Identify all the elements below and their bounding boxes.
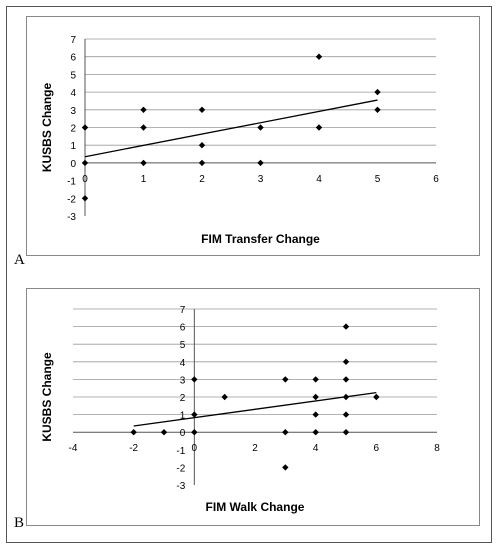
chart-b-y-tick-label-1: -2 bbox=[176, 463, 185, 474]
chart-a-point-0 bbox=[81, 124, 89, 131]
chart-b-y-tick-label-9: 6 bbox=[180, 323, 186, 334]
chart-a-y-tick-label-8: 5 bbox=[70, 70, 76, 81]
chart-a-point-13 bbox=[374, 88, 381, 96]
chart-a-point-8 bbox=[198, 159, 206, 167]
chart-b-point-8 bbox=[282, 464, 289, 471]
chart-b-x-tick-label-5: 6 bbox=[374, 443, 380, 454]
scatter-chart-b: -3 -2 -1 0 1 2 3 4 5 6 7 -4 -2 0 2 4 6 8 FIM Walk Change KU… bbox=[40, 305, 440, 514]
chart-a-y-tick-label-2: -1 bbox=[67, 177, 76, 188]
chart-a-point-9 bbox=[257, 124, 264, 131]
chart-b-x-tick-label-4: 4 bbox=[313, 443, 319, 454]
chart-a-x-tick-label-2: 2 bbox=[199, 174, 205, 185]
chart-a-point-1 bbox=[81, 159, 89, 167]
chart-b-point-10 bbox=[312, 393, 319, 401]
chart-b-x-tick-label-3: 2 bbox=[252, 443, 258, 454]
chart-b-y-tick-label-6: 3 bbox=[180, 375, 186, 386]
chart-b-y-tick-label-5: 2 bbox=[180, 393, 186, 404]
chart-b-point-18 bbox=[342, 429, 350, 436]
chart-b-point-3 bbox=[191, 411, 198, 418]
chart-a-y-tick-label-9: 6 bbox=[70, 53, 76, 64]
chart-a-x-tick-label-4: 4 bbox=[316, 174, 322, 185]
chart-b-point-13 bbox=[342, 323, 350, 330]
chart-b-x-axis-label: FIM Walk Change bbox=[206, 500, 305, 514]
chart-panel-a: -3 -2 -1 0 1 2 3 4 5 6 7 0 1 2 3 4 5 6 FIM Transfer Change… bbox=[26, 16, 480, 256]
chart-b-point-12 bbox=[312, 429, 319, 436]
chart-b-point-4 bbox=[191, 429, 198, 436]
chart-b-point-5 bbox=[221, 393, 228, 401]
scatter-chart-a: -3 -2 -1 0 1 2 3 4 5 6 7 0 1 2 3 4 5 6 FIM Transfer Change… bbox=[40, 35, 439, 246]
chart-a-point-11 bbox=[315, 53, 323, 60]
chart-a-point-2 bbox=[81, 195, 89, 202]
chart-b-point-0 bbox=[130, 429, 137, 436]
chart-b-y-tick-label-0: -3 bbox=[176, 481, 185, 492]
chart-a-x-tick-label-1: 1 bbox=[141, 174, 147, 185]
chart-b-y-tick-label-8: 5 bbox=[180, 340, 186, 351]
panel-label-b: B bbox=[14, 515, 25, 531]
chart-b-point-14 bbox=[342, 358, 350, 365]
chart-panel-b: -3 -2 -1 0 1 2 3 4 5 6 7 -4 -2 0 2 4 6 8 FIM Walk Change KU… bbox=[26, 288, 480, 526]
chart-a-x-tick-label-5: 5 bbox=[375, 174, 381, 185]
chart-a-y-tick-label-10: 7 bbox=[70, 35, 76, 46]
chart-a-point-3 bbox=[140, 106, 147, 113]
chart-b-x-tick-label-6: 8 bbox=[434, 443, 440, 454]
chart-b-point-16 bbox=[342, 393, 350, 401]
chart-a-y-tick-label-3: 0 bbox=[70, 159, 76, 170]
chart-b-y-tick-label-4: 1 bbox=[180, 411, 186, 422]
chart-b-y-tick-label-7: 4 bbox=[180, 358, 186, 369]
chart-b-point-1 bbox=[160, 429, 168, 436]
chart-b-point-15 bbox=[342, 376, 350, 383]
chart-a-point-14 bbox=[374, 106, 381, 113]
chart-a-y-tick-label-1: -2 bbox=[67, 194, 76, 205]
chart-b-point-19 bbox=[373, 393, 380, 401]
chart-a-trendline bbox=[84, 99, 378, 158]
chart-a-point-7 bbox=[198, 142, 206, 149]
chart-a-y-tick-label-5: 2 bbox=[70, 124, 76, 135]
chart-b-x-tick-label-0: -4 bbox=[69, 443, 78, 454]
chart-a-y-tick-label-6: 3 bbox=[70, 106, 76, 117]
chart-b-y-tick-label-10: 7 bbox=[180, 305, 186, 316]
chart-b-point-9 bbox=[312, 376, 319, 383]
chart-a-point-10 bbox=[257, 159, 264, 167]
chart-b-y-tick-label-3: 0 bbox=[180, 428, 186, 439]
chart-a-point-12 bbox=[315, 124, 323, 131]
chart-b-point-6 bbox=[282, 376, 289, 383]
chart-a-point-5 bbox=[140, 159, 147, 167]
chart-a-y-tick-label-4: 1 bbox=[70, 141, 76, 152]
chart-b-y-axis-label: KUSBS Change bbox=[40, 352, 54, 442]
chart-b-point-11 bbox=[312, 411, 319, 418]
chart-a-y-axis-label: KUSBS Change bbox=[40, 83, 54, 173]
chart-b-x-tick-label-2: 0 bbox=[192, 443, 198, 454]
chart-b-point-7 bbox=[282, 429, 289, 436]
chart-a-x-tick-label-0: 0 bbox=[82, 174, 88, 185]
chart-b-y-tick-label-2: -1 bbox=[176, 446, 185, 457]
chart-a-point-4 bbox=[140, 124, 147, 131]
chart-a-x-tick-label-6: 6 bbox=[433, 174, 439, 185]
chart-a-y-tick-label-0: -3 bbox=[67, 212, 76, 223]
chart-b-x-tick-label-1: -2 bbox=[129, 443, 138, 454]
panel-label-a: A bbox=[14, 252, 25, 268]
chart-a-point-6 bbox=[198, 106, 206, 113]
chart-a-y-tick-label-7: 4 bbox=[70, 88, 76, 99]
chart-a-x-tick-label-3: 3 bbox=[258, 174, 264, 185]
chart-b-point-17 bbox=[342, 411, 350, 418]
chart-b-point-2 bbox=[191, 376, 198, 383]
chart-b-trendline bbox=[133, 391, 377, 427]
chart-a-x-axis-label: FIM Transfer Change bbox=[201, 232, 320, 246]
